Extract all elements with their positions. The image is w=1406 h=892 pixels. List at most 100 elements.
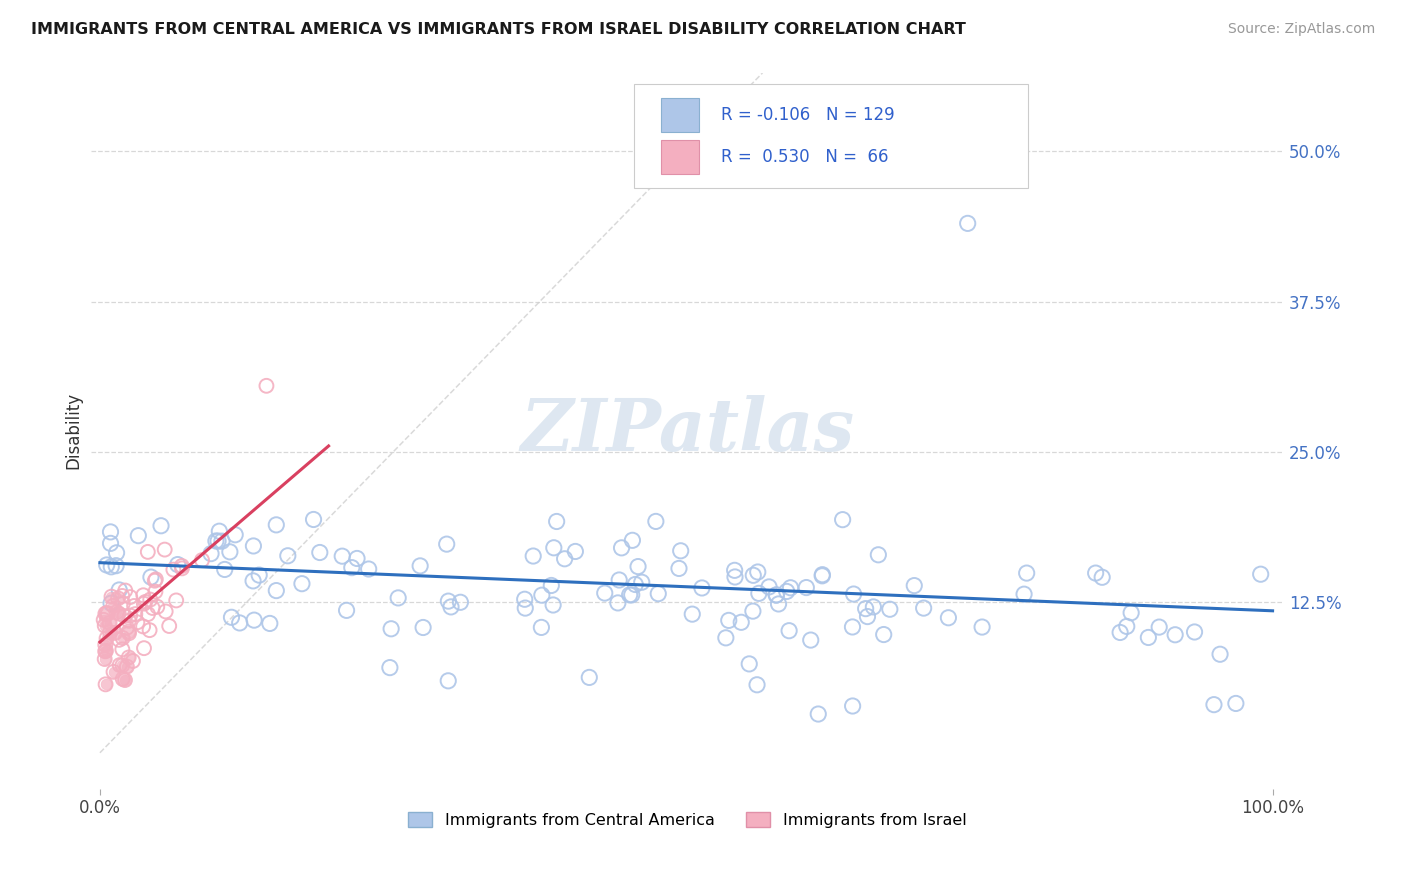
Point — [111, 631, 134, 645]
Point — [98, 625, 121, 640]
Text: R = -0.106   N = 129: R = -0.106 N = 129 — [721, 105, 894, 123]
Y-axis label: Disability: Disability — [65, 392, 82, 469]
Point — [578, 670, 600, 684]
Point — [541, 598, 564, 612]
Point — [191, 553, 214, 567]
Bar — [661, 139, 699, 174]
Point — [207, 534, 229, 549]
FancyBboxPatch shape — [634, 84, 1028, 187]
Point — [155, 604, 177, 618]
Point — [118, 650, 141, 665]
Point — [94, 607, 117, 621]
Point — [138, 623, 160, 637]
Point — [93, 618, 115, 632]
Point — [153, 542, 176, 557]
Point — [205, 533, 228, 548]
Point — [724, 563, 747, 577]
Point — [779, 581, 801, 595]
Point — [115, 659, 138, 673]
Point — [606, 596, 628, 610]
Text: R =  0.530   N =  66: R = 0.530 N = 66 — [721, 148, 889, 166]
Point — [903, 578, 925, 592]
Point — [224, 528, 246, 542]
Point — [765, 588, 787, 602]
Point — [1084, 566, 1107, 580]
Point — [266, 583, 288, 598]
Point — [100, 590, 122, 604]
Point — [956, 216, 979, 230]
Point — [115, 659, 138, 673]
Point — [856, 609, 879, 624]
Point — [644, 515, 666, 529]
Point — [741, 604, 763, 618]
Point — [94, 644, 117, 658]
Point — [776, 584, 799, 599]
Point — [96, 632, 118, 646]
Point — [111, 589, 134, 603]
Point — [1164, 628, 1187, 642]
Point — [98, 625, 121, 640]
Point — [103, 599, 125, 613]
Point — [94, 644, 117, 658]
Point — [103, 665, 125, 679]
Point — [218, 545, 240, 559]
Point — [94, 638, 117, 652]
Point — [94, 677, 117, 691]
Point — [277, 549, 299, 563]
Point — [127, 615, 149, 630]
Point — [115, 621, 138, 635]
Point — [136, 607, 159, 621]
Point — [546, 515, 568, 529]
Point — [742, 568, 765, 582]
Point — [107, 591, 129, 606]
Point — [94, 644, 117, 658]
Point — [211, 534, 233, 549]
Point — [228, 615, 250, 630]
Point — [170, 561, 193, 575]
Point — [242, 539, 264, 553]
Point — [387, 591, 409, 605]
Point — [308, 545, 330, 559]
Point — [794, 581, 817, 595]
Point — [690, 581, 713, 595]
Point — [132, 597, 155, 611]
Point — [378, 660, 401, 674]
Point — [811, 569, 834, 583]
Point — [105, 558, 128, 573]
Point — [380, 622, 402, 636]
Point — [449, 595, 471, 609]
Point — [335, 603, 357, 617]
Point — [111, 672, 134, 686]
Bar — [661, 98, 699, 132]
Point — [94, 644, 117, 658]
Point — [170, 558, 193, 573]
Point — [111, 658, 134, 673]
Point — [122, 599, 145, 613]
Point — [624, 577, 647, 591]
Point — [879, 602, 901, 616]
Point — [111, 672, 134, 686]
Point — [136, 545, 159, 559]
Point — [530, 588, 553, 602]
Point — [111, 597, 134, 611]
Point — [118, 614, 141, 628]
Point — [120, 590, 142, 604]
Point — [96, 632, 118, 646]
Point — [221, 610, 243, 624]
Point — [96, 558, 118, 572]
Point — [243, 613, 266, 627]
Point — [778, 624, 800, 638]
Point — [1209, 647, 1232, 661]
Point — [302, 512, 325, 526]
Point — [132, 619, 155, 633]
Point — [841, 698, 863, 713]
Point — [610, 541, 633, 555]
Point — [114, 673, 136, 687]
Point — [103, 665, 125, 679]
Point — [842, 587, 865, 601]
Point — [1015, 566, 1038, 580]
Point — [139, 570, 162, 584]
Point — [1012, 587, 1035, 601]
Point — [97, 607, 120, 621]
Point — [93, 652, 115, 666]
